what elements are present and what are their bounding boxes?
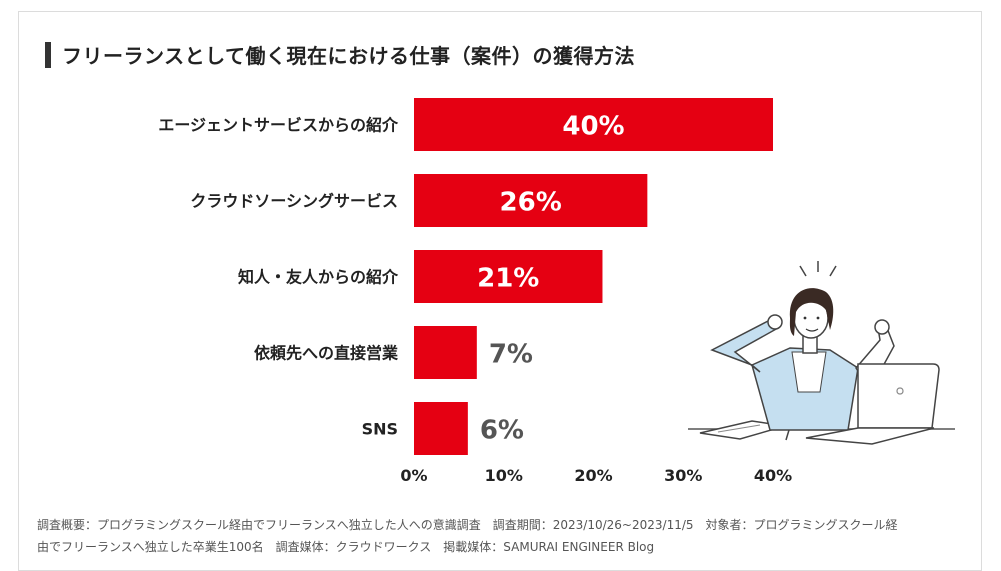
x-tick-label: 0%	[400, 466, 427, 485]
value-label: 40%	[562, 112, 624, 142]
bar	[414, 326, 477, 379]
x-tick-label: 20%	[574, 466, 612, 485]
chart-title: フリーランスとして働く現在における仕事（案件）の獲得方法	[62, 44, 635, 68]
category-label: SNS	[362, 420, 398, 439]
x-tick-label: 10%	[485, 466, 523, 485]
value-label: 21%	[477, 264, 539, 294]
bar	[414, 98, 773, 151]
footnote-line-2: 由でフリーランスへ独立した卒業生100名 調査媒体：クラウドワークス 掲載媒体：…	[37, 540, 655, 554]
value-label: 7%	[489, 340, 533, 370]
bar	[414, 174, 648, 227]
woman-stretching-at-laptop-illustration	[688, 261, 955, 445]
x-tick-label: 40%	[754, 466, 792, 485]
x-tick-label: 30%	[664, 466, 702, 485]
title-accent-bar	[45, 42, 51, 68]
value-label: 6%	[480, 416, 524, 446]
bar	[414, 250, 603, 303]
bar	[414, 402, 468, 455]
value-label: 26%	[500, 188, 562, 218]
bar-chart: エージェントサービスからの紹介 40% クラウドソーシングサービス 26% 知人・友人か…	[158, 98, 955, 485]
survey-footnote: 調査概要：プログラミングスクール経由でフリーランスへ独立した人への意識調査 調査…	[37, 514, 967, 558]
category-label: 依頼先への直接営業	[254, 344, 399, 363]
footnote-line-1: 調査概要：プログラミングスクール経由でフリーランスへ独立した人への意識調査 調査…	[37, 518, 898, 532]
category-label: エージェントサービスからの紹介	[158, 116, 399, 135]
category-label: 知人・友人からの紹介	[238, 268, 399, 287]
category-label: クラウドソーシングサービス	[190, 192, 398, 211]
